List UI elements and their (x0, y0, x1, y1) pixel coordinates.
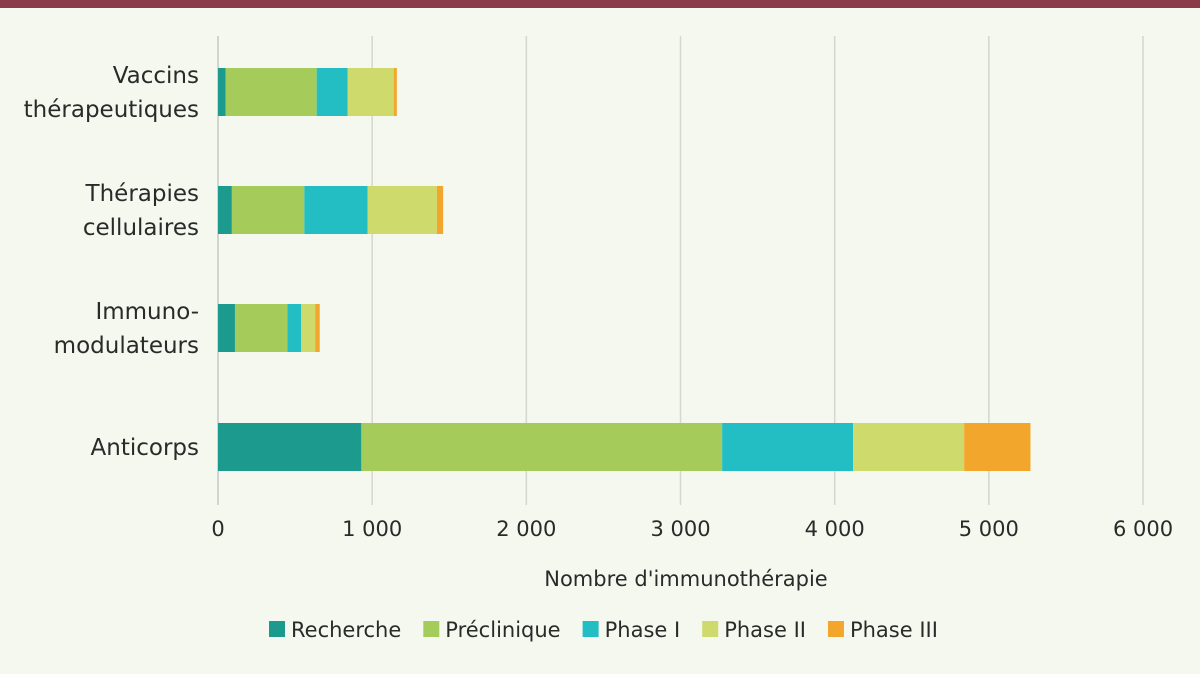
x-tick-label: 1 000 (342, 517, 402, 541)
bar-préclinique-0 (225, 68, 317, 116)
legend-item: Phase II (702, 618, 806, 642)
bar-phase-iii-1 (436, 186, 444, 234)
legend-swatch (423, 621, 440, 637)
bar-préclinique-1 (231, 186, 305, 234)
legend-label: Phase II (724, 618, 806, 642)
top-border (0, 0, 1200, 8)
category-label: Thérapies (85, 181, 199, 207)
category-label: cellulaires (83, 215, 199, 241)
bar-phase-ii-0 (347, 68, 394, 116)
category-label: thérapeutiques (24, 97, 199, 123)
bar-phase-ii-3 (853, 423, 965, 471)
legend-swatch (702, 621, 719, 637)
legend-item: Phase I (582, 618, 681, 642)
category-label: Immuno- (95, 299, 199, 325)
x-tick-label: 0 (211, 517, 224, 541)
bar-phase-i-2 (287, 304, 302, 352)
bar-segments (218, 68, 1031, 471)
bar-phase-ii-2 (301, 304, 316, 352)
bar-phase-ii-1 (367, 186, 437, 234)
x-tick-labels: 0 1 000 2 000 3 000 4 000 5 000 6 000 (211, 517, 1173, 541)
legend-label: Phase I (605, 618, 681, 642)
legend-label: Recherche (291, 618, 401, 642)
bar-phase-iii-0 (393, 68, 397, 116)
x-tick-label: 5 000 (959, 517, 1019, 541)
legend: Recherche Préclinique Phase I Phase II Phase… (269, 618, 938, 642)
category-label: Anticorps (91, 435, 199, 461)
bar-phase-i-0 (316, 68, 348, 116)
x-tick-label: 4 000 (805, 517, 865, 541)
legend-label: Préclinique (445, 618, 560, 642)
legend-item: Préclinique (423, 618, 561, 642)
category-labels: Vaccins thérapeutiques Thérapies cellulaire… (24, 63, 199, 461)
legend-item: Recherche (269, 618, 401, 642)
category-label: modulateurs (54, 333, 199, 359)
legend-swatch (827, 621, 844, 637)
legend-swatch (269, 621, 285, 637)
bar-phase-iii-3 (964, 423, 1031, 471)
x-tick-label: 3 000 (650, 517, 710, 541)
bar-recherche-2 (218, 304, 235, 352)
bar-recherche-0 (218, 68, 226, 116)
bar-préclinique-2 (234, 304, 288, 352)
x-tick-label: 2 000 (496, 517, 556, 541)
bar-préclinique-3 (361, 423, 723, 471)
category-label: Vaccins (113, 63, 199, 89)
legend-swatch (582, 621, 599, 637)
bar-phase-iii-2 (315, 304, 320, 352)
x-tick-label: 6 000 (1113, 517, 1173, 541)
legend-label: Phase III (850, 618, 938, 642)
bar-recherche-1 (218, 186, 232, 234)
bar-phase-i-3 (722, 423, 854, 471)
legend-item: Phase III (827, 618, 938, 642)
x-axis-title: Nombre d'immunothérapie (544, 567, 827, 591)
bar-recherche-3 (218, 423, 362, 471)
bar-phase-i-1 (304, 186, 368, 234)
